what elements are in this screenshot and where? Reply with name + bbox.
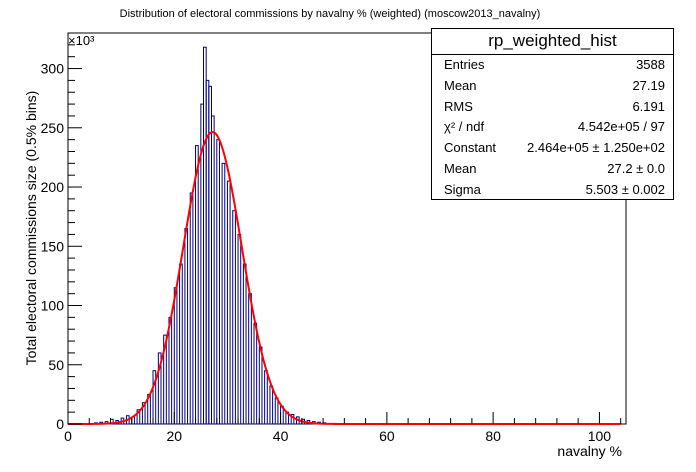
y-axis-label: Total electoral commissions size (0.5% b…	[23, 91, 39, 366]
stats-label: Constant	[444, 140, 497, 156]
histogram-bin	[258, 346, 263, 425]
y-tick-label: 100	[41, 298, 65, 314]
histogram-bin	[189, 192, 194, 425]
x-axis-label: navalny %	[557, 443, 622, 459]
histogram-bin	[163, 334, 167, 425]
histogram-bin	[152, 370, 157, 425]
stats-value: 27.2 ± 0.0	[607, 160, 665, 176]
histogram-bin	[179, 263, 183, 425]
histogram-bin	[157, 352, 162, 425]
y-tick-label: 200	[41, 179, 65, 195]
stats-box-title: rp_weighted_hist	[432, 29, 673, 55]
histogram-bin	[264, 370, 268, 425]
stats-label: Mean	[444, 160, 477, 176]
histogram-bin	[226, 180, 231, 425]
histogram-bin	[195, 145, 199, 425]
stats-value: 6.191	[632, 98, 665, 114]
x-tick-label: 100	[588, 428, 612, 444]
stats-label: Entries	[444, 57, 485, 72]
histogram-bin	[168, 316, 173, 425]
x-tick-label: 40	[273, 428, 289, 444]
x-tick-label: 20	[166, 428, 182, 444]
stats-label: Mean	[444, 77, 477, 93]
stats-label: Sigma	[444, 181, 481, 197]
x-tick-label: 60	[379, 428, 395, 444]
stats-row: Entries 3588	[432, 55, 673, 76]
stats-value: 5.503 ± 0.002	[585, 181, 665, 197]
y-tick-label: 50	[48, 357, 64, 373]
x-tick-label: 80	[485, 428, 501, 444]
histogram-bin	[184, 228, 189, 425]
stats-value: 3588	[636, 57, 665, 72]
stats-row: Mean 27.2 ± 0.0	[432, 159, 673, 180]
stats-row: Mean 27.19	[432, 76, 673, 97]
histogram-bin	[173, 287, 178, 425]
histogram-bin	[136, 409, 141, 425]
y-multiplier-label: ×10³	[68, 33, 95, 48]
histogram-bin	[141, 402, 146, 425]
stats-row: RMS 6.191	[432, 97, 673, 118]
histogram-bin	[221, 162, 226, 425]
stats-label: RMS	[444, 98, 473, 114]
histogram-bin	[232, 210, 236, 425]
histogram-bin	[253, 322, 258, 425]
histogram-bin	[274, 397, 279, 425]
histogram-bin	[248, 293, 252, 425]
stats-label: χ² / ndf	[444, 119, 485, 135]
y-tick-label: 300	[41, 61, 65, 77]
x-tick-label: 0	[64, 428, 72, 444]
y-tick-label: 250	[41, 120, 65, 136]
stats-value: 27.19	[632, 77, 665, 93]
histogram-bin	[242, 263, 247, 425]
histogram-bin	[237, 233, 242, 425]
stats-row: Constant 2.464e+05 ± 1.250e+02	[432, 138, 673, 159]
histogram-bin	[210, 115, 215, 425]
chart-title: Distribution of electoral commissions by…	[119, 8, 541, 20]
histogram-bin	[290, 414, 295, 425]
histogram-bin	[216, 139, 220, 425]
stats-box: rp_weighted_hist Entries 3588 Mean 27.19…	[431, 28, 674, 200]
y-tick-label: 0	[56, 416, 64, 432]
histogram-bin	[269, 385, 274, 425]
stats-value: 2.464e+05 ± 1.250e+02	[527, 140, 665, 156]
stats-value: 4.542e+05 / 97	[577, 119, 665, 135]
y-tick-label: 150	[41, 238, 65, 254]
stats-row: χ² / ndf 4.542e+05 / 97	[432, 117, 673, 138]
stats-row: Sigma 5.503 ± 0.002	[432, 180, 673, 201]
